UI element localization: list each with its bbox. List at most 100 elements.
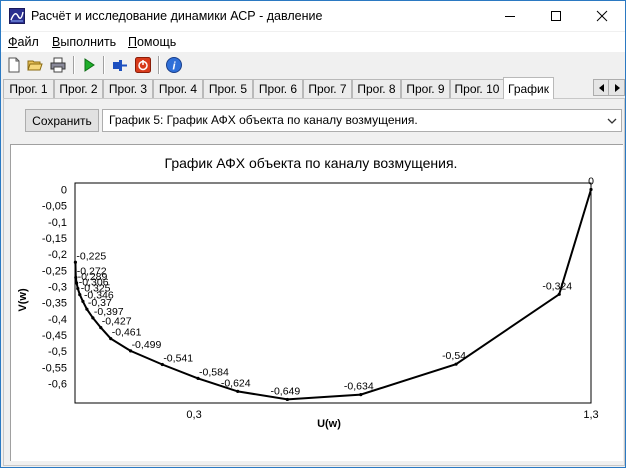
- data-label: 0: [588, 175, 594, 187]
- x-axis: 0,3 1,3: [186, 409, 598, 421]
- plot-frame: [74, 182, 592, 404]
- y-axis: 0 -0,05 -0,1 -0,15 -0,2 -0,25 -0,3 -0,35 -0,4 -0,…: [42, 184, 67, 390]
- y-tick-label: -0,3: [48, 282, 67, 294]
- data-label: -0,624: [221, 377, 251, 389]
- chart-area: График АФХ объекта по каналу возмущения.…: [10, 144, 623, 461]
- data-label: -0,346: [84, 289, 114, 301]
- data-point: [85, 307, 89, 311]
- y-tick-label: -0,05: [42, 201, 67, 213]
- y-tick-label: -0,2: [48, 249, 67, 261]
- y-tick-label: -0,4: [48, 314, 67, 326]
- graph-tab-panel: Сохранить График 5: График АФХ объекта п…: [3, 98, 625, 466]
- data-label: -0,397: [94, 306, 124, 318]
- toolbar: i: [1, 53, 625, 77]
- toolbar-separator: [73, 56, 75, 74]
- x-axis-label: U(w): [317, 418, 341, 430]
- tab-scroll-left-button[interactable]: [593, 79, 610, 96]
- data-point: [454, 362, 458, 366]
- tab-prog-8[interactable]: Прог. 8: [352, 79, 401, 98]
- data-point: [99, 326, 103, 330]
- chart-title: График АФХ объекта по каналу возмущения.: [165, 155, 458, 171]
- y-tick-label: -0,55: [42, 362, 67, 374]
- toolbar-separator: [103, 56, 105, 74]
- arrow-right-icon: [614, 83, 620, 92]
- y-tick-label: -0,15: [42, 233, 67, 245]
- y-tick-label: -0,45: [42, 330, 67, 342]
- data-point: [236, 389, 240, 393]
- maximize-button[interactable]: [533, 1, 579, 31]
- data-point: [73, 260, 77, 264]
- data-point: [589, 187, 593, 192]
- new-file-icon[interactable]: [5, 56, 23, 74]
- data-point: [109, 337, 113, 341]
- close-button[interactable]: [579, 1, 625, 31]
- y-tick-label: -0,5: [48, 346, 67, 358]
- series: [73, 187, 593, 402]
- menu-file[interactable]: Файл: [8, 35, 39, 49]
- svg-text:i: i: [172, 61, 176, 73]
- data-point: [74, 275, 78, 280]
- y-tick-label: -0,6: [48, 379, 67, 391]
- tab-prog-10[interactable]: Прог. 10: [450, 79, 504, 98]
- menu-run[interactable]: Выполнить: [52, 35, 117, 49]
- data-label: -0,541: [163, 353, 193, 365]
- power-icon[interactable]: [134, 56, 152, 74]
- data-point: [285, 397, 289, 402]
- data-point: [91, 316, 95, 320]
- tab-prog-7[interactable]: Прог. 7: [303, 79, 352, 98]
- plot-border: [74, 182, 592, 404]
- x-tick-label: 1,3: [583, 409, 598, 421]
- data-label: -0,289: [78, 271, 108, 283]
- tab-prog-3[interactable]: Прог. 3: [103, 79, 153, 98]
- tab-prog-2[interactable]: Прог. 2: [54, 79, 103, 98]
- stop-pin-icon[interactable]: [111, 56, 129, 74]
- tab-prog-6[interactable]: Прог. 6: [253, 79, 303, 98]
- data-label: -0,324: [542, 280, 572, 292]
- title-bar[interactable]: Расчёт и исследование динамики АСР - дав…: [1, 1, 625, 31]
- tab-prog-5[interactable]: Прог. 5: [203, 79, 253, 98]
- data-point: [76, 286, 80, 291]
- menu-help[interactable]: Помощь: [128, 35, 177, 49]
- data-point: [74, 281, 79, 285]
- data-label: -0,634: [344, 381, 374, 393]
- data-label: -0,499: [132, 339, 162, 351]
- run-icon[interactable]: [80, 56, 98, 74]
- chart: График АФХ объекта по каналу возмущения.…: [17, 155, 599, 430]
- data-label: -0,461: [112, 327, 142, 339]
- info-icon[interactable]: i: [165, 56, 183, 74]
- y-axis-label: V(w): [17, 288, 29, 312]
- save-button[interactable]: Сохранить: [25, 109, 99, 132]
- tab-prog-9[interactable]: Прог. 9: [401, 79, 450, 98]
- data-label: -0,649: [270, 385, 300, 397]
- data-point: [196, 376, 200, 381]
- data-label: -0,427: [102, 316, 132, 328]
- open-folder-icon[interactable]: [26, 56, 44, 74]
- series-line: [74, 189, 592, 401]
- menu-bar: Файл Выполнить Помощь: [1, 32, 625, 52]
- minimize-button[interactable]: [487, 1, 533, 31]
- data-label: -0,37: [88, 297, 112, 309]
- data-point: [359, 392, 363, 397]
- graph-select[interactable]: График 5: График АФХ объекта по каналу в…: [102, 109, 622, 132]
- data-point: [78, 293, 82, 297]
- tab-prog-1[interactable]: Прог. 1: [3, 79, 54, 98]
- y-tick-label: -0,1: [48, 217, 67, 229]
- y-tick-label: -0,35: [42, 298, 67, 310]
- data-labels: 0 -0,324 -0,54 -0,634 -0,649 -0,624-0,584 -0,5…: [76, 175, 594, 397]
- data-point: [81, 299, 85, 304]
- y-tick-label: 0: [61, 184, 67, 196]
- graph-select-value: График 5: График АФХ объекта по каналу в…: [109, 113, 418, 127]
- data-label: -0,325: [81, 283, 111, 295]
- data-point: [557, 292, 561, 296]
- tab-scroll-right-button[interactable]: [608, 79, 625, 96]
- data-label: -0,272: [77, 265, 107, 277]
- y-tick-label: -0,25: [42, 265, 67, 277]
- data-label: -0,306: [79, 276, 109, 288]
- print-icon[interactable]: [49, 56, 67, 74]
- data-label: -0,225: [76, 250, 106, 262]
- tab-prog-4[interactable]: Прог. 4: [153, 79, 203, 98]
- tab-graph[interactable]: График: [503, 77, 554, 99]
- x-tick-label: 0,3: [186, 409, 201, 421]
- window-title: Расчёт и исследование динамики АСР - дав…: [31, 9, 323, 23]
